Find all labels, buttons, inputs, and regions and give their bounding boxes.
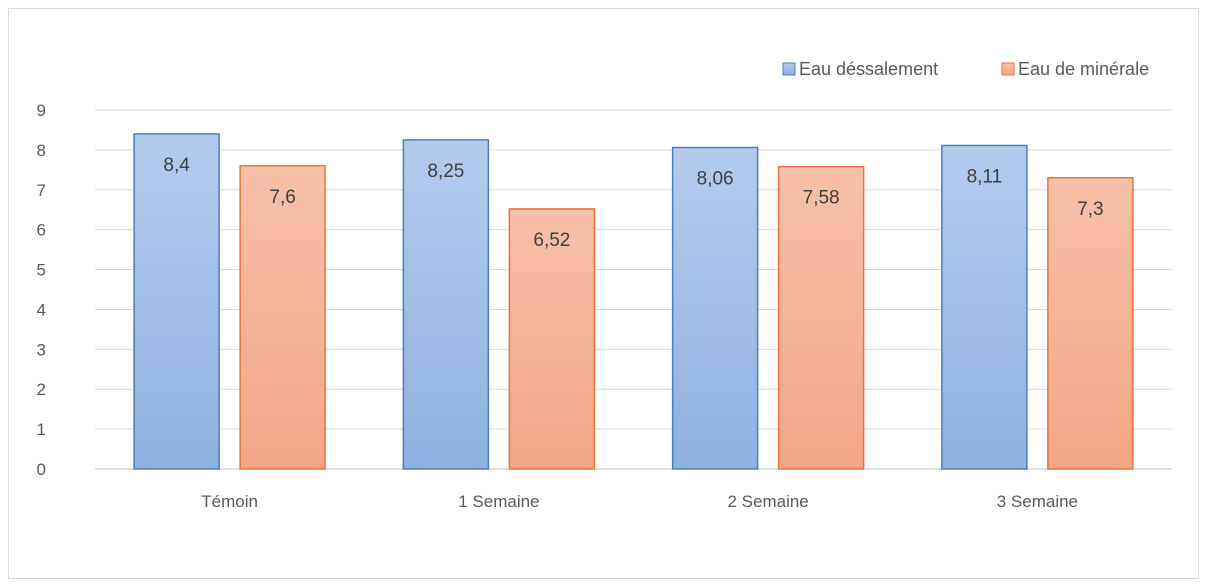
y-tick-label: 8 — [37, 141, 46, 160]
data-label: 8,25 — [427, 161, 464, 182]
bar — [1047, 177, 1134, 470]
bar — [671, 146, 759, 470]
legend: Eau déssalement Eau de minérale — [782, 59, 1149, 79]
legend-swatch — [1001, 62, 1015, 76]
legend-label: Eau de minérale — [1018, 59, 1149, 79]
data-label: 7,3 — [1077, 199, 1103, 220]
y-tick-label: 9 — [37, 101, 46, 120]
data-label: 7,6 — [269, 187, 295, 208]
x-tick-label: Témoin — [201, 492, 258, 511]
data-label: 6,52 — [533, 230, 570, 251]
y-tick-label: 0 — [37, 460, 46, 479]
y-tick-label: 3 — [37, 340, 46, 359]
labels: 0 1 2 3 4 5 6 7 8 9 8,4 7,6 Témoin 8,25 6,52 1 Semaine 8… — [37, 101, 1104, 511]
bar — [777, 165, 865, 470]
y-tick-label: 4 — [37, 300, 46, 319]
x-tick-label: 1 Semaine — [458, 492, 539, 511]
y-tick-label: 5 — [37, 261, 46, 280]
bar — [402, 139, 490, 470]
bar — [941, 144, 1028, 470]
data-label: 8,11 — [967, 167, 1003, 188]
bars — [133, 133, 1134, 470]
x-tick-label: 3 Semaine — [997, 492, 1078, 511]
bar — [239, 165, 326, 470]
y-tick-label: 2 — [37, 380, 46, 399]
bar — [133, 133, 220, 470]
x-tick-label: 2 Semaine — [727, 492, 808, 511]
bar — [508, 208, 596, 470]
data-label: 8,06 — [697, 168, 734, 189]
y-tick-label: 6 — [37, 221, 46, 240]
y-tick-label: 7 — [37, 181, 46, 200]
legend-label: Eau déssalement — [799, 59, 938, 79]
data-label: 7,58 — [803, 188, 840, 209]
legend-swatch — [782, 62, 796, 76]
data-label: 8,4 — [163, 155, 190, 176]
y-tick-label: 1 — [37, 420, 46, 439]
